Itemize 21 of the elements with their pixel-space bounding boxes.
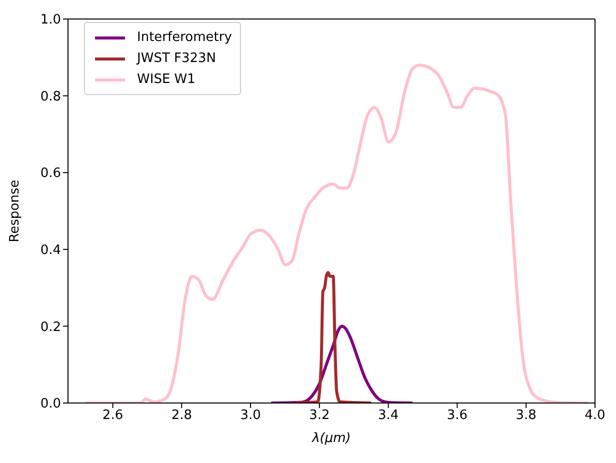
x-tick-label: 3.8 <box>516 408 536 424</box>
x-tick-label: 3.6 <box>446 408 468 424</box>
line-series <box>84 64 590 403</box>
legend-label: JWST F323N <box>137 51 216 66</box>
y-tick-label: 0.6 <box>40 166 61 182</box>
x-axis-title: λ(μm) <box>311 431 351 446</box>
x-tick-label: 2.6 <box>102 408 124 424</box>
y-tick-label: 0.0 <box>40 396 61 412</box>
y-axis-title: Response <box>8 180 23 242</box>
x-tick-label: 4.0 <box>584 408 606 424</box>
line-series <box>294 270 373 403</box>
x-tick-label: 3.2 <box>309 408 330 424</box>
legend-label: Interferometry <box>137 30 232 45</box>
y-tick-label: 1.0 <box>40 12 61 28</box>
legend-label: WISE W1 <box>137 72 196 87</box>
x-tick-label: 3.4 <box>378 408 399 424</box>
y-tick-label: 0.4 <box>40 243 61 258</box>
x-tick-label: 2.8 <box>171 408 192 424</box>
y-tick-label: 0.2 <box>40 320 61 335</box>
x-tick-label: 3.0 <box>240 408 261 424</box>
y-tick-label: 0.8 <box>40 89 61 104</box>
